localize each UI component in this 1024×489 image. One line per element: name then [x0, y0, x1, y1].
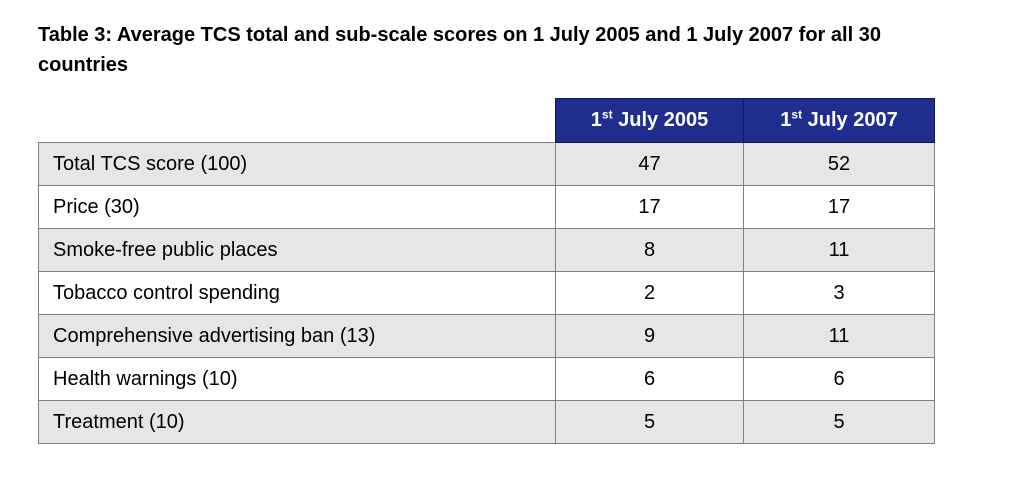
row-label-cell: Comprehensive advertising ban (13): [38, 314, 556, 358]
header-2007-rest: July 2007: [802, 109, 898, 131]
header-2005-rest: July 2005: [612, 109, 709, 131]
table-caption-line-2: countries: [38, 54, 129, 76]
value-cell-2005: 47: [555, 142, 744, 186]
table-row: Smoke-free public places 8 11: [38, 228, 935, 272]
value-cell-2007: 11: [743, 228, 935, 272]
table-row: Comprehensive advertising ban (13) 9 11: [38, 314, 935, 358]
row-label-cell: Price (30): [38, 185, 556, 229]
row-label-cell: Tobacco control spending: [38, 271, 556, 315]
value-cell-2005: 17: [555, 185, 744, 229]
table-row: Treatment (10) 5 5: [38, 400, 935, 444]
row-label-cell: Health warnings (10): [38, 357, 556, 401]
column-header-july-2007: 1st July 2007: [743, 98, 935, 143]
value-cell-2007: 6: [743, 357, 935, 401]
header-2007-superscript: st: [791, 107, 803, 122]
value-cell-2007: 3: [743, 271, 935, 315]
column-header-july-2005: 1st July 2005: [555, 98, 744, 143]
empty-corner-cell: [39, 99, 556, 143]
value-cell-2005: 5: [555, 400, 744, 444]
table-row: Health warnings (10) 6 6: [38, 357, 935, 401]
value-cell-2005: 6: [555, 357, 744, 401]
header-2005-superscript: st: [601, 107, 613, 122]
header-2005-base: 1: [590, 109, 602, 131]
value-cell-2005: 8: [555, 228, 744, 272]
table-row: Price (30) 17 17: [38, 185, 935, 229]
table-caption: Table 3: Average TCS total and sub-scale…: [38, 20, 1003, 80]
table-row: Tobacco control spending 2 3: [38, 271, 935, 315]
value-cell-2005: 2: [555, 271, 744, 315]
tcs-scores-table: 1st July 2005 1st July 2007 Total TCS sc…: [38, 98, 935, 444]
row-label-cell: Treatment (10): [38, 400, 556, 444]
value-cell-2007: 17: [743, 185, 935, 229]
table-row: Total TCS score (100) 47 52: [38, 142, 935, 186]
value-cell-2005: 9: [555, 314, 744, 358]
value-cell-2007: 5: [743, 400, 935, 444]
value-cell-2007: 11: [743, 314, 935, 358]
row-label-cell: Smoke-free public places: [38, 228, 556, 272]
table-header-row: 1st July 2005 1st July 2007: [39, 98, 935, 143]
table-caption-line-1: Table 3: Average TCS total and sub-scale…: [38, 24, 881, 46]
row-label-cell: Total TCS score (100): [38, 142, 556, 186]
header-2007-base: 1: [780, 109, 792, 131]
value-cell-2007: 52: [743, 142, 935, 186]
